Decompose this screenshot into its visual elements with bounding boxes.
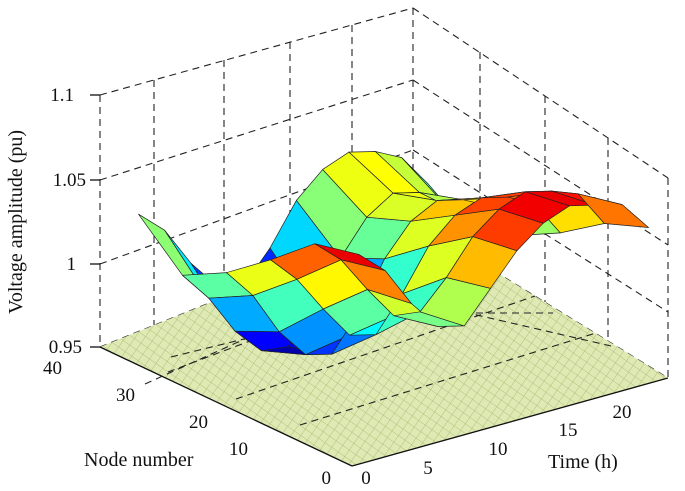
surface-mesh — [138, 150, 650, 356]
ytick-0: 0 — [322, 468, 332, 489]
surface-patch — [577, 193, 650, 228]
xtick-5: 5 — [423, 458, 433, 479]
floor-plane — [100, 221, 668, 466]
ytick-40: 40 — [43, 358, 62, 379]
time-axis-line — [351, 377, 669, 467]
xtick-0: 0 — [361, 468, 371, 489]
grid-left-wall-2 — [99, 79, 414, 181]
ztick-105: 1.05 — [53, 170, 86, 191]
grid-right-wall-1 — [412, 149, 669, 313]
top-edge-right — [412, 7, 669, 179]
top-edge-left — [99, 7, 414, 96]
x-axis-label: Time (h) — [548, 451, 618, 473]
xtick-20: 20 — [613, 402, 632, 423]
ytick-10: 10 — [229, 439, 248, 460]
front-axes — [90, 94, 669, 467]
ytick-30: 30 — [116, 385, 135, 406]
ztick-095: 0.95 — [49, 337, 82, 358]
ztick-11: 1.1 — [50, 85, 74, 106]
floor-grid-3 — [299, 332, 597, 426]
xtick-15: 15 — [559, 420, 578, 441]
z-axis-label: Voltage amplitude (pu) — [5, 130, 27, 314]
node-axis-line — [99, 346, 353, 467]
floor-grid-2 — [235, 295, 536, 400]
ztick-1: 1 — [67, 254, 77, 275]
y-axis-label: Node number — [84, 449, 194, 471]
ytick-20: 20 — [189, 412, 208, 433]
xtick-10: 10 — [489, 439, 508, 460]
